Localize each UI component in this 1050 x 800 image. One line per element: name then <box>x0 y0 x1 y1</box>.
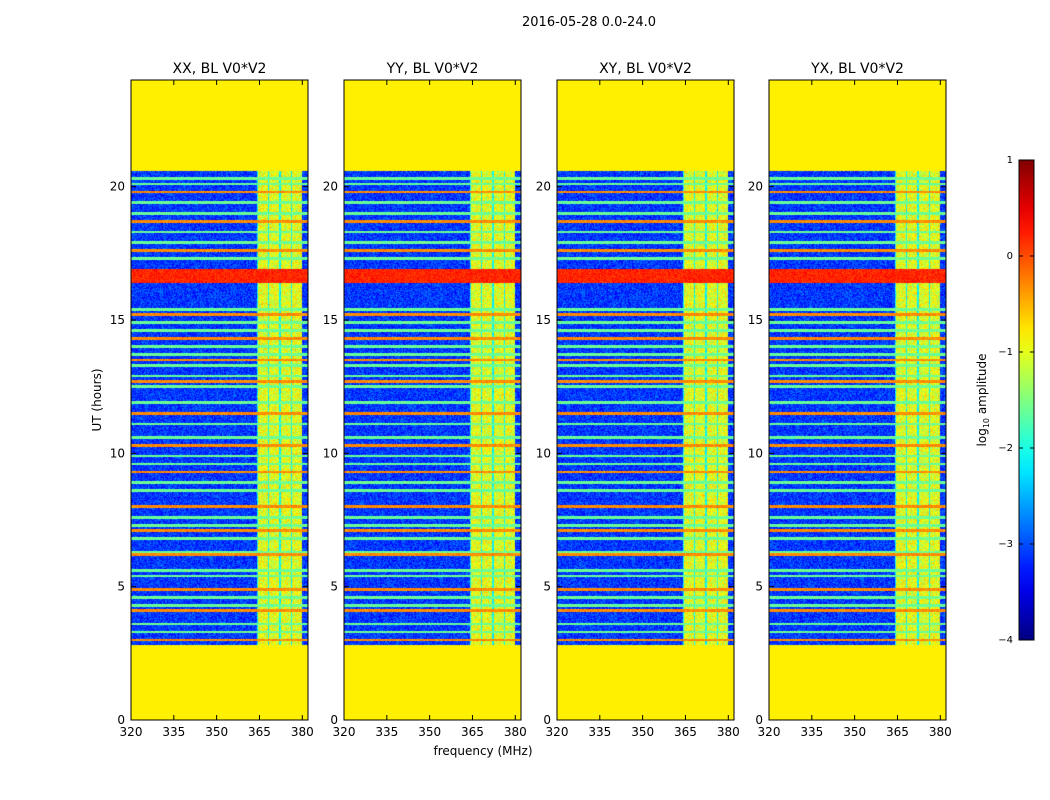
panel-frame <box>768 79 947 721</box>
y-tick-label: 5 <box>543 580 551 594</box>
y-tick-label: 0 <box>330 713 338 727</box>
spectrogram-image <box>769 80 946 720</box>
spectrogram-image <box>344 80 521 720</box>
colorbar-tick-label: −2 <box>998 443 1013 454</box>
colorbar-tick-label: −4 <box>998 635 1013 646</box>
y-tick-label: 15 <box>748 313 763 327</box>
x-tick-label: 350 <box>843 725 866 739</box>
x-tick-label: 380 <box>717 725 740 739</box>
x-tick-label: 335 <box>800 725 823 739</box>
y-tick-label: 10 <box>110 446 125 460</box>
x-axis-label: frequency (MHz) <box>433 744 532 758</box>
y-tick-label: 10 <box>748 446 763 460</box>
x-tick-label: 380 <box>291 725 314 739</box>
y-tick-label: 10 <box>536 446 551 460</box>
colorbar: 1 0 −1 −2 −3 −4 log10 amplitude <box>975 155 1035 646</box>
panel-frame <box>556 79 735 721</box>
panel-1: XX, BL V0*V2 320 335 350 365 380 0 5 10 15 20 UT (h… <box>90 61 314 739</box>
panel-title: YY, BL V0*V2 <box>386 61 479 77</box>
colorbar-label: log10 amplitude <box>975 354 991 447</box>
panel-title: XX, BL V0*V2 <box>173 61 267 77</box>
x-tick-label: 320 <box>546 725 569 739</box>
panel-frame <box>343 79 522 721</box>
y-tick-label: 10 <box>323 446 338 460</box>
x-tick-label: 320 <box>333 725 356 739</box>
colorbar-tick-label: 0 <box>1007 251 1013 262</box>
x-tick-label: 380 <box>504 725 527 739</box>
spectrogram-image <box>557 80 734 720</box>
y-tick-label: 15 <box>536 313 551 327</box>
x-tick-label: 335 <box>162 725 185 739</box>
y-tick-label: 0 <box>543 713 551 727</box>
x-tick-label: 350 <box>418 725 441 739</box>
colorbar-tick-label: −1 <box>998 347 1013 358</box>
x-tick-label: 365 <box>248 725 271 739</box>
figure-title: 2016-05-28 0.0-24.0 <box>522 15 656 30</box>
y-tick-label: 15 <box>110 313 125 327</box>
y-tick-label: 15 <box>323 313 338 327</box>
x-tick-label: 350 <box>205 725 228 739</box>
y-tick-label: 20 <box>536 180 551 194</box>
x-tick-label: 365 <box>886 725 909 739</box>
y-tick-label: 20 <box>323 180 338 194</box>
panel-4: YX, BL V0*V2 320 335 350 365 380 0 5 10 15 20 <box>748 61 952 739</box>
x-tick-label: 380 <box>929 725 952 739</box>
x-tick-label: 335 <box>588 725 611 739</box>
y-tick-label: 0 <box>755 713 763 727</box>
x-tick-label: 335 <box>375 725 398 739</box>
y-tick-label: 20 <box>748 180 763 194</box>
panel-frame <box>130 79 309 721</box>
x-tick-label: 365 <box>674 725 697 739</box>
x-tick-label: 320 <box>120 725 143 739</box>
y-tick-label: 0 <box>117 713 125 727</box>
y-tick-label: 20 <box>110 180 125 194</box>
x-tick-label: 365 <box>461 725 484 739</box>
x-tick-label: 350 <box>631 725 654 739</box>
colorbar-tick-label: −3 <box>998 539 1013 550</box>
y-axis-label: UT (hours) <box>90 368 104 431</box>
colorbar-gradient <box>1018 159 1035 641</box>
panel-2: YY, BL V0*V2 320 335 350 365 380 0 5 10 15 20 <box>323 61 527 739</box>
panel-title: YX, BL V0*V2 <box>810 61 904 77</box>
y-tick-label: 5 <box>755 580 763 594</box>
colorbar-tick-label: 1 <box>1007 155 1013 166</box>
x-tick-label: 320 <box>758 725 781 739</box>
y-tick-label: 5 <box>330 580 338 594</box>
y-tick-label: 5 <box>117 580 125 594</box>
spectrogram-image <box>131 80 308 720</box>
panel-3: XY, BL V0*V2 320 335 350 365 380 0 5 10 15 20 <box>536 61 740 739</box>
panel-title: XY, BL V0*V2 <box>599 61 692 77</box>
